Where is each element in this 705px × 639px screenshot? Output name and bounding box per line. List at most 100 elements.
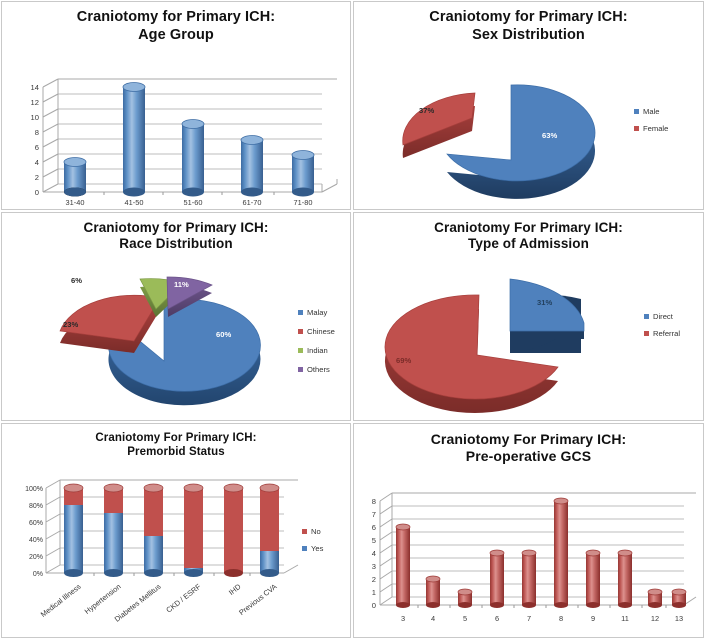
stack-ihd — [223, 483, 244, 577]
xtick-label-gcs-11: 11 — [621, 614, 629, 623]
chart-title-type-of-admission: Craniotomy For Primary ICH: Type of Admi… — [354, 213, 703, 253]
xtick-label-51-60: 51-60 — [183, 198, 203, 207]
pie-value-direct: 31% — [537, 298, 552, 307]
svg-text:20%: 20% — [29, 554, 43, 561]
legend-item-no: No — [302, 528, 323, 536]
chart-title-line1: Craniotomy For Primary ICH: — [430, 431, 627, 447]
panel-race-distribution: Craniotomy for Primary ICH: Race Distrib… — [1, 212, 351, 421]
legend-label-others: Others — [307, 364, 330, 374]
type-of-admission-pie: 31% 69% — [384, 278, 585, 413]
legend-item-male: Male — [634, 108, 668, 116]
stack-medical-illness — [63, 483, 84, 577]
plot-area-age-group: 0 2 4 6 8 10 12 14 — [2, 60, 350, 209]
legend-swatch-chinese — [298, 329, 303, 335]
legend-swatch-others — [298, 367, 303, 373]
svg-text:8: 8 — [35, 128, 39, 137]
xtick-label-gcs-4: 4 — [430, 614, 436, 623]
svg-text:80%: 80% — [29, 503, 43, 510]
panel-sex-distribution: Craniotomy for Primary ICH: Sex Distribu… — [353, 1, 704, 210]
svg-text:6: 6 — [35, 143, 39, 152]
legend-label-female: Female — [643, 123, 669, 133]
legend-item-referral: Referral — [644, 328, 681, 338]
chart-title-premorbid-status: Craniotomy For Primary ICH: Premorbid St… — [2, 424, 350, 459]
svg-text:6: 6 — [372, 523, 376, 532]
pie-value-malay: 60% — [216, 330, 231, 339]
legend-swatch-indian — [298, 348, 303, 354]
bar-41-50 — [122, 82, 146, 197]
panel-pre-operative-gcs: Craniotomy For Primary ICH: Pre-operativ… — [353, 423, 704, 638]
legend-label-male: Male — [643, 107, 660, 116]
xtick-label-31-40: 31-40 — [65, 198, 85, 207]
stack-diabetes-mellitus — [143, 483, 164, 577]
legend-item-direct: Direct — [644, 313, 680, 321]
legend-label-referral: Referral — [653, 328, 681, 338]
xtick-label-61-70: 61-70 — [242, 198, 262, 207]
bar-gcs-8 — [553, 497, 569, 608]
legend-item-chinese: Chinese — [298, 326, 335, 336]
chart-title-line1: Craniotomy For Primary ICH: — [434, 220, 623, 235]
legend-type-of-admission: Direct Referral — [644, 313, 680, 347]
bar-gcs-9 — [585, 549, 601, 608]
svg-text:10: 10 — [31, 113, 39, 122]
xtick-label-71-80: 71-80 — [293, 198, 313, 207]
legend-label-direct: Direct — [653, 312, 673, 321]
chart-title-line1: Craniotomy for Primary ICH: — [429, 9, 628, 25]
pie-value-female: 37% — [419, 106, 434, 115]
xtick-label-gcs-9: 9 — [590, 614, 596, 623]
svg-text:40%: 40% — [29, 537, 43, 544]
stack-hypertension — [103, 483, 124, 577]
legend-item-female: Female — [634, 123, 669, 133]
bar-gcs-5 — [457, 588, 473, 608]
race-distribution-pie: 23% 6% 11% 60% — [59, 276, 261, 406]
chart-title-line2: Sex Distribution — [472, 26, 585, 43]
stack-ckd-esrf — [183, 483, 204, 577]
bar-31-40 — [63, 157, 87, 197]
age-group-svg: 0 2 4 6 8 10 12 14 — [31, 78, 338, 197]
xtick-label-gcs-6: 6 — [494, 614, 500, 623]
legend-label-no: No — [311, 527, 321, 536]
chart-title-line2: Age Group — [138, 26, 214, 43]
legend-label-chinese: Chinese — [307, 326, 335, 336]
xtick-label-gcs-12: 12 — [650, 614, 660, 623]
xtick-label-gcs-13: 13 — [674, 614, 684, 623]
chart-title-pre-operative-gcs: Craniotomy For Primary ICH: Pre-operativ… — [354, 424, 703, 465]
xtick-label-gcs-7: 7 — [526, 614, 532, 623]
legend-item-others: Others — [298, 364, 335, 374]
panel-premorbid-status: Craniotomy For Primary ICH: Premorbid St… — [1, 423, 351, 638]
stack-previous-cva — [259, 483, 280, 577]
svg-text:5: 5 — [372, 536, 376, 545]
chart-title-sex-distribution: Craniotomy for Primary ICH: Sex Distribu… — [354, 2, 703, 44]
xtick-label-gcs-3: 3 — [400, 614, 406, 623]
legend-label-indian: Indian — [307, 345, 328, 355]
legend-sex-distribution: Male Female — [634, 108, 668, 142]
pie-value-chinese: 23% — [63, 320, 78, 329]
pie-value-indian: 6% — [71, 276, 82, 285]
xtick-label-gcs-5: 5 — [462, 614, 468, 623]
xtick-label-gcs-8: 8 — [558, 614, 564, 623]
svg-text:4: 4 — [35, 158, 39, 167]
svg-text:7: 7 — [372, 510, 376, 519]
pre-operative-gcs-svg: 0 1 2 3 4 5 6 7 8 — [372, 492, 697, 610]
chart-title-line2: Premorbid Status — [127, 446, 225, 459]
svg-text:2: 2 — [372, 575, 376, 584]
chart-title-age-group: Craniotomy for Primary ICH: Age Group — [2, 2, 350, 44]
svg-text:60%: 60% — [29, 520, 43, 527]
svg-text:0%: 0% — [33, 571, 43, 578]
panel-type-of-admission: Craniotomy For Primary ICH: Type of Admi… — [353, 212, 704, 421]
svg-text:3: 3 — [372, 562, 376, 571]
pie-value-others: 11% — [174, 280, 189, 289]
bar-gcs-3 — [395, 523, 411, 608]
svg-text:4: 4 — [372, 549, 376, 558]
legend-swatch-yes — [302, 546, 307, 552]
chart-title-line2: Race Distribution — [119, 236, 233, 252]
bar-71-80 — [291, 150, 315, 197]
legend-item-indian: Indian — [298, 345, 335, 355]
bar-gcs-7 — [521, 549, 537, 608]
sex-distribution-pie: 37% 63% — [402, 84, 596, 199]
premorbid-status-svg: 0% 20% 40% 60% 80% 100% — [25, 479, 299, 578]
legend-premorbid-status: No Yes — [302, 528, 323, 562]
svg-text:14: 14 — [31, 83, 39, 92]
svg-text:0: 0 — [35, 188, 39, 197]
bar-gcs-11 — [617, 549, 633, 608]
